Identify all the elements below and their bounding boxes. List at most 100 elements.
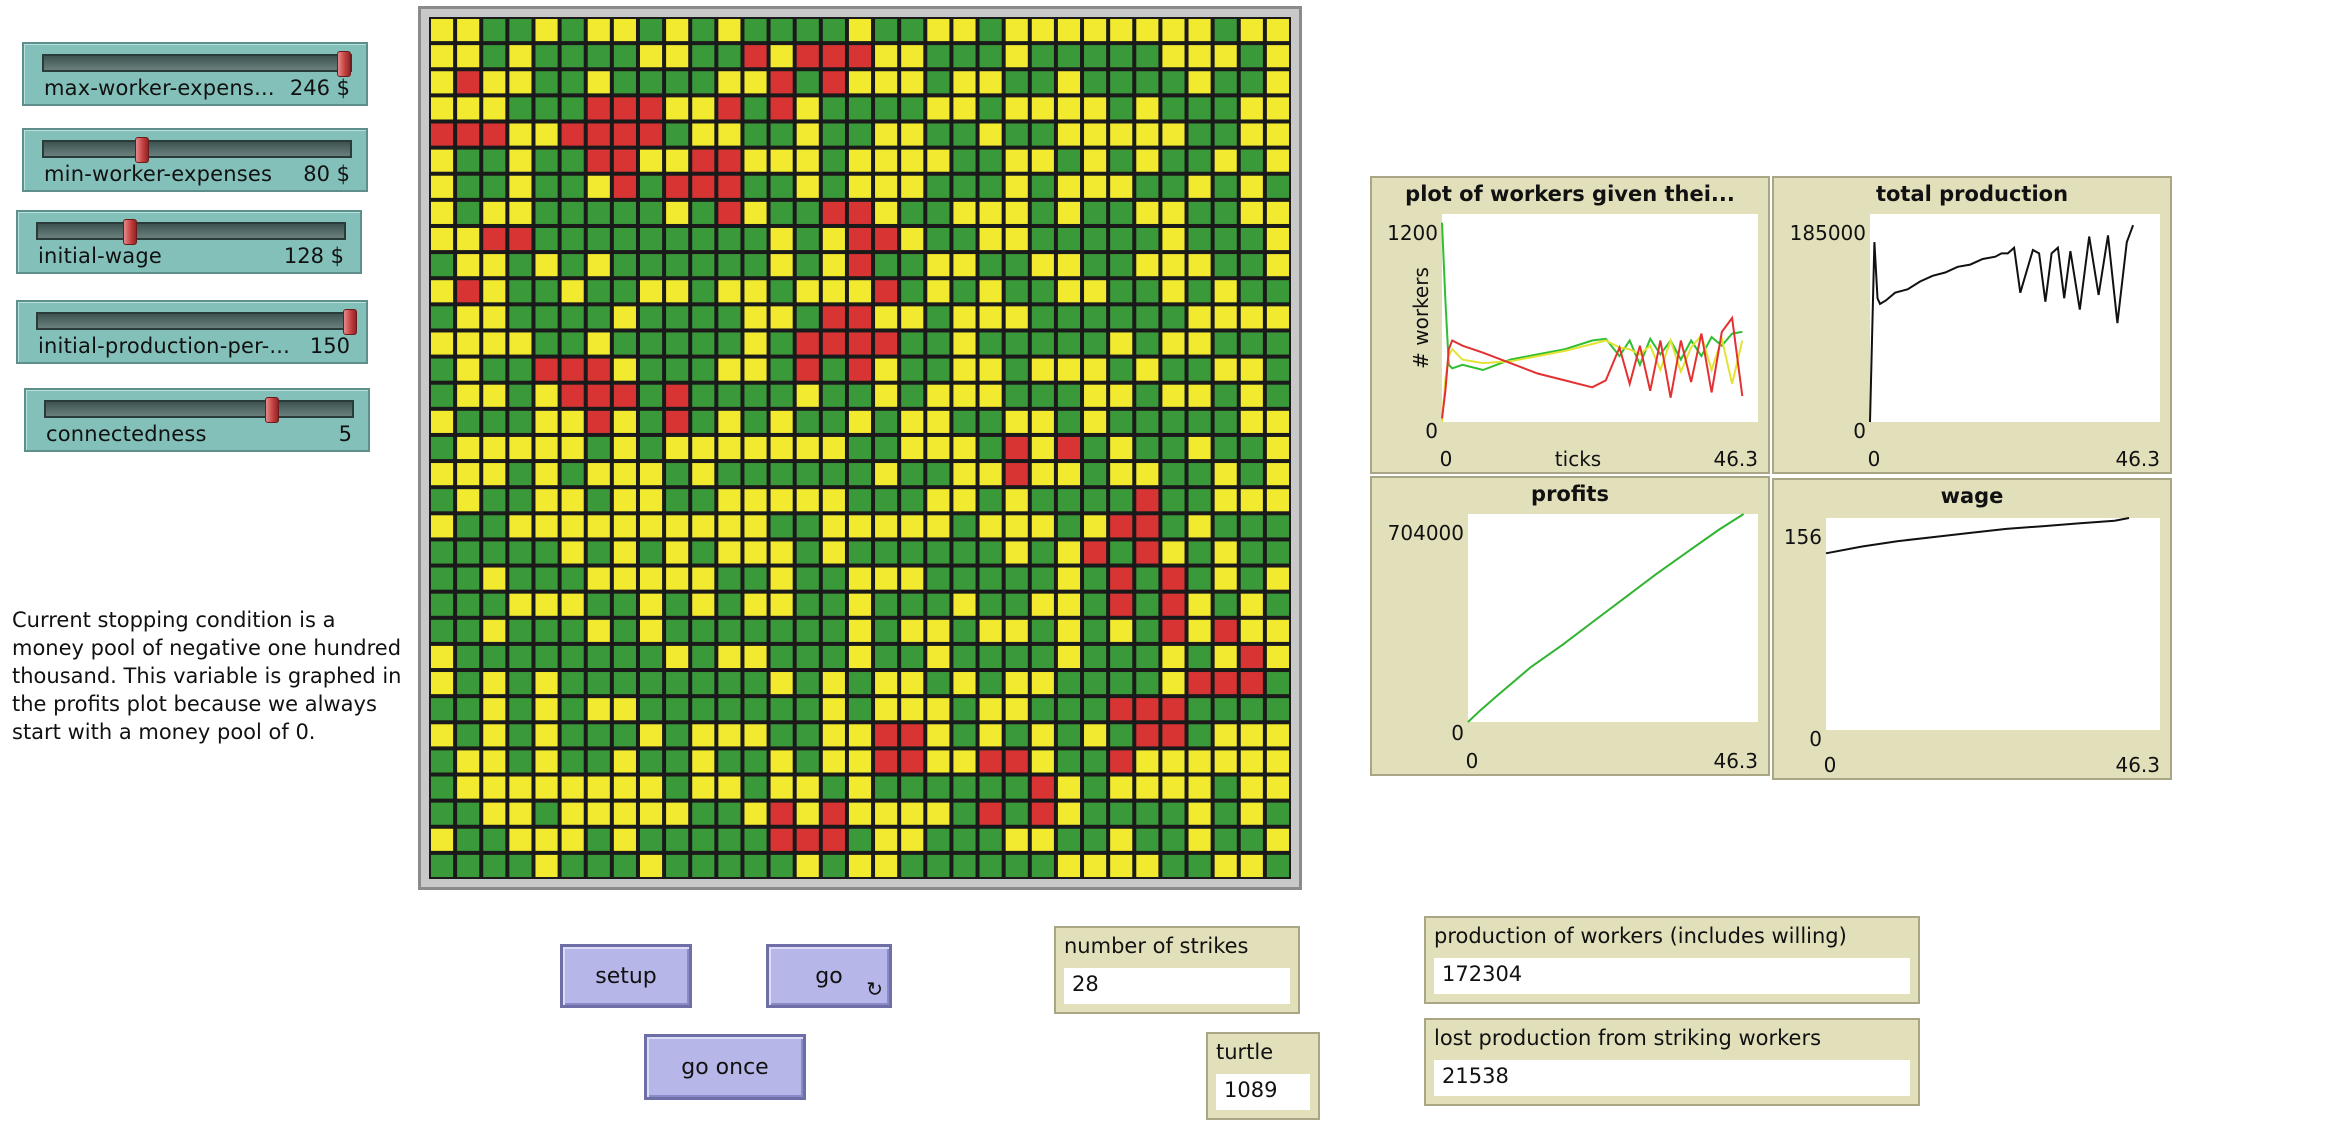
- patch: [718, 175, 741, 198]
- slider-track[interactable]: [36, 219, 346, 245]
- patch: [561, 489, 584, 512]
- patch: [1240, 19, 1263, 42]
- patch: [1005, 332, 1028, 355]
- slider-label: initial-wage: [38, 244, 163, 268]
- patch: [535, 97, 558, 120]
- slider-max-worker-expenses[interactable]: max-worker-expens... 246 $: [22, 42, 368, 106]
- patch: [718, 567, 741, 590]
- patch: [1084, 332, 1107, 355]
- patch: [796, 306, 819, 329]
- slider-knob[interactable]: [134, 137, 149, 163]
- patch: [613, 358, 636, 381]
- patch: [822, 541, 845, 564]
- patch: [1110, 123, 1133, 146]
- patch: [718, 227, 741, 251]
- patch: [953, 384, 976, 407]
- patch: [796, 828, 819, 851]
- patch: [1136, 854, 1159, 877]
- patch: [770, 306, 793, 329]
- patch: [1162, 724, 1185, 747]
- patch: [1084, 227, 1107, 251]
- patch: [1162, 280, 1185, 303]
- patch: [587, 724, 610, 747]
- patch: [1188, 358, 1211, 381]
- patch: [927, 384, 950, 407]
- patch: [901, 750, 924, 773]
- world-view[interactable]: [418, 6, 1302, 890]
- patch: [457, 436, 480, 460]
- x-max-label: 46.3: [2115, 753, 2160, 777]
- plot-canvas: 704000 0 0 46.3: [1388, 513, 1758, 773]
- patch: [1188, 489, 1211, 512]
- slider-track[interactable]: [42, 137, 352, 163]
- patch: [901, 776, 924, 799]
- patch: [639, 515, 663, 538]
- slider-initial-production-per[interactable]: initial-production-per-... 150: [16, 300, 368, 364]
- patch: [927, 776, 950, 799]
- slider-knob[interactable]: [343, 309, 357, 335]
- patch: [1188, 541, 1211, 564]
- patch: [1031, 619, 1054, 642]
- patch: [1214, 436, 1237, 460]
- setup-button[interactable]: setup: [560, 944, 692, 1008]
- patch: [535, 254, 558, 277]
- patch: [744, 802, 767, 825]
- patch: [1084, 410, 1107, 433]
- go-button[interactable]: go ↻: [766, 944, 892, 1008]
- patch: [822, 123, 845, 146]
- patch: [1188, 19, 1211, 42]
- patch: [901, 645, 924, 669]
- patch: [875, 593, 898, 616]
- patch: [1136, 672, 1159, 695]
- patch: [587, 698, 610, 721]
- plot-workers: plot of workers given thei... 1200 0 0 4…: [1370, 176, 1770, 474]
- patch: [927, 175, 950, 198]
- patch: [483, 280, 506, 303]
- slider-min-worker-expenses[interactable]: min-worker-expenses 80 $: [22, 128, 368, 192]
- patch: [1057, 254, 1081, 277]
- patch: [822, 19, 845, 42]
- patch: [927, 828, 950, 851]
- patch: [1110, 97, 1133, 120]
- patch: [666, 750, 689, 773]
- patch: [483, 410, 506, 433]
- patch: [457, 593, 480, 616]
- series-line: [1869, 224, 2135, 423]
- slider-initial-wage[interactable]: initial-wage 128 $: [16, 210, 362, 274]
- patch: [431, 149, 454, 172]
- slider-knob[interactable]: [265, 397, 280, 423]
- patch: [1214, 854, 1237, 877]
- patch: [1057, 227, 1081, 251]
- slider-knob[interactable]: [122, 219, 137, 245]
- patch: [457, 724, 480, 747]
- patch: [431, 515, 454, 538]
- patch: [509, 227, 532, 251]
- go-once-button[interactable]: go once: [644, 1034, 806, 1100]
- slider-knob[interactable]: [336, 51, 351, 77]
- slider-track[interactable]: [42, 51, 352, 77]
- patch: [927, 45, 950, 68]
- patch: [1031, 123, 1054, 146]
- patch: [796, 619, 819, 642]
- patch: [822, 828, 845, 851]
- patch: [457, 489, 480, 512]
- patch: [1266, 567, 1289, 590]
- patch: [901, 254, 924, 277]
- patch: [457, 97, 480, 120]
- patch: [1240, 149, 1263, 172]
- patch: [561, 724, 584, 747]
- patch: [1188, 254, 1211, 277]
- patch: [953, 19, 976, 42]
- patch: [1188, 463, 1211, 486]
- patch: [1240, 541, 1263, 564]
- patch: [744, 619, 767, 642]
- patch: [1031, 149, 1054, 172]
- patch: [1266, 71, 1289, 94]
- patch: [979, 698, 1002, 721]
- patch: [875, 97, 898, 120]
- patch: [692, 802, 715, 825]
- slider-connectedness[interactable]: connectedness 5: [24, 388, 370, 452]
- patch: [1266, 280, 1289, 303]
- slider-track[interactable]: [36, 309, 357, 335]
- slider-track[interactable]: [44, 397, 354, 423]
